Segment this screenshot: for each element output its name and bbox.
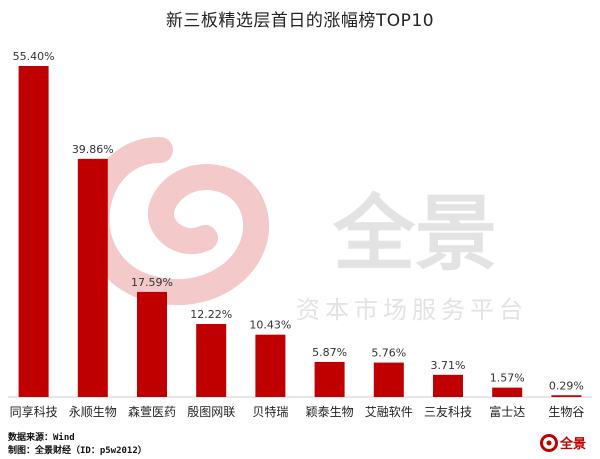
- bar-1: [18, 66, 49, 397]
- logo-icon: [540, 434, 558, 452]
- category-label-10: 生物谷: [548, 405, 584, 419]
- watermark-tagline: 资本市场服务平台: [296, 296, 528, 324]
- value-label-8: 3.71%: [431, 359, 466, 372]
- category-label-9: 富士达: [489, 404, 525, 419]
- bar-6: [314, 361, 345, 397]
- category-label-1: 同享科技: [10, 404, 58, 419]
- category-label-2: 永顺生物: [69, 405, 117, 419]
- value-label-7: 5.76%: [371, 347, 406, 360]
- value-label-9: 1.57%: [490, 372, 525, 385]
- value-label-1: 55.40%: [13, 50, 55, 63]
- value-label-6: 5.87%: [312, 346, 347, 359]
- category-labels-group: 同享科技 永顺生物 森萱医药 殷图网联 贝特瑞 颖泰生物 艾融软件 三友科技 富士达 生物谷: [10, 404, 585, 419]
- category-label-4: 殷图网联: [187, 405, 235, 419]
- category-label-3: 森萱医药: [128, 404, 176, 419]
- watermark-swirl: [83, 137, 270, 306]
- bar-8: [433, 374, 463, 397]
- bar-4: [196, 323, 227, 397]
- value-label-4: 12.22%: [190, 308, 232, 321]
- bar-5: [255, 334, 286, 397]
- footer-source: 数据来源：Wind: [8, 433, 75, 443]
- chart-title: 新三板精选层首日的涨幅榜TOP10: [165, 11, 435, 31]
- value-label-2: 39.86%: [72, 143, 114, 156]
- bar-3: [137, 291, 167, 397]
- bar-9: [492, 387, 523, 397]
- value-label-5: 10.43%: [249, 319, 291, 332]
- footer-credit: 制图：全景财经（ID：p5w2012）: [8, 446, 147, 456]
- brand-logo: 全景: [540, 434, 586, 452]
- value-labels-group: 55.40% 39.86% 17.59% 12.22% 10.43% 5.87% 5.76%…: [13, 50, 584, 392]
- bars-group: [18, 66, 582, 397]
- value-label-3: 17.59%: [131, 276, 173, 289]
- category-label-8: 三友科技: [424, 405, 472, 419]
- value-label-10: 0.29%: [549, 379, 584, 392]
- category-label-7: 艾融软件: [365, 405, 413, 419]
- category-label-6: 颖泰生物: [306, 405, 354, 419]
- logo-text: 全景: [559, 436, 586, 452]
- category-label-5: 贝特瑞: [252, 404, 288, 419]
- bar-7: [373, 362, 404, 397]
- bar-10: [551, 395, 582, 397]
- watermark-brand: 全景: [332, 187, 497, 282]
- bar-2: [77, 158, 108, 397]
